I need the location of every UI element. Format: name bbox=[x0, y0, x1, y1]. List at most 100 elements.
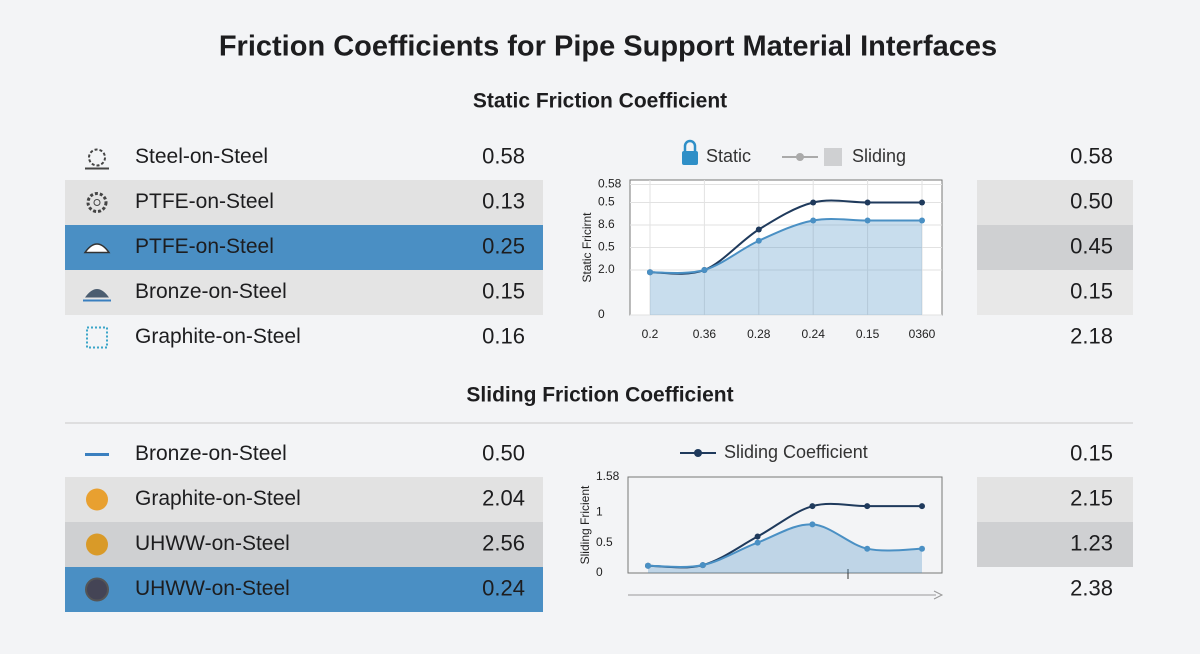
side-value: 0.58 bbox=[1070, 143, 1113, 168]
x-tick-label: 0.15 bbox=[856, 327, 880, 341]
page-title: Friction Coefficients for Pipe Support M… bbox=[219, 31, 997, 63]
row-value: 0.50 bbox=[482, 440, 525, 465]
x-tick-label: 0.28 bbox=[747, 327, 771, 341]
legend-dot bbox=[694, 449, 702, 457]
row-icon bbox=[83, 289, 111, 302]
row-label: UHWW-on-Steel bbox=[135, 532, 290, 555]
gear bbox=[86, 192, 108, 213]
texture bbox=[86, 326, 108, 349]
y-tick-label: 1 bbox=[596, 504, 603, 518]
legend-lock-shackle bbox=[683, 139, 697, 151]
point bbox=[755, 237, 762, 244]
y-tick-label: 2.0 bbox=[598, 262, 615, 276]
side-value: 0.45 bbox=[1070, 233, 1113, 258]
y-tick-label: 0.58 bbox=[598, 177, 622, 191]
x-tick-label: 0.24 bbox=[802, 327, 826, 341]
y-tick-label: 0.5 bbox=[598, 195, 615, 209]
y-axis-title: Static Fricirnt bbox=[580, 212, 594, 283]
line bbox=[647, 523, 923, 568]
icon-disc bbox=[86, 488, 108, 511]
row-icon bbox=[83, 243, 111, 254]
side-background bbox=[977, 522, 1133, 567]
row-value: 0.25 bbox=[482, 233, 525, 258]
row-background bbox=[65, 477, 543, 522]
side-value: 0.15 bbox=[1070, 440, 1113, 465]
row-background bbox=[65, 522, 543, 567]
gear bbox=[88, 148, 106, 167]
point bbox=[754, 533, 761, 540]
point bbox=[919, 545, 925, 552]
legend-label: Static bbox=[706, 146, 751, 166]
dome bbox=[85, 289, 109, 298]
row-value: 0.16 bbox=[482, 323, 525, 348]
point bbox=[919, 217, 925, 224]
y-tick-label: 0.5 bbox=[596, 535, 613, 549]
point bbox=[919, 199, 925, 206]
hub bbox=[93, 199, 101, 206]
point bbox=[809, 521, 816, 528]
row-icon bbox=[86, 533, 108, 556]
side-background bbox=[977, 180, 1133, 225]
legend-label: Sliding bbox=[852, 146, 906, 166]
row-label: PTFE-on-Steel bbox=[135, 235, 274, 258]
row-label: Steel-on-Steel bbox=[135, 145, 268, 168]
row-icon bbox=[85, 577, 109, 602]
x-tick-label: 0.36 bbox=[693, 327, 717, 341]
section-heading: Static Friction Coefficient bbox=[473, 90, 727, 113]
point bbox=[699, 562, 706, 569]
row-label: UHWW-on-Steel bbox=[135, 577, 290, 600]
point bbox=[864, 199, 871, 206]
side-value: 1.23 bbox=[1070, 530, 1113, 555]
y-tick-label: 8.6 bbox=[598, 217, 615, 231]
dome bbox=[83, 243, 111, 254]
row-background bbox=[65, 180, 543, 225]
point bbox=[810, 199, 817, 206]
legend-dot bbox=[796, 153, 804, 161]
y-tick-label: 0 bbox=[596, 565, 603, 579]
row-icon bbox=[85, 148, 109, 170]
point bbox=[701, 267, 708, 273]
row-label: Graphite-on-Steel bbox=[135, 325, 301, 348]
x-axis-arrowhead bbox=[933, 590, 944, 600]
row-label: PTFE-on-Steel bbox=[135, 190, 274, 213]
side-background bbox=[977, 477, 1133, 522]
icon-disc bbox=[86, 533, 108, 556]
point bbox=[864, 217, 871, 224]
point bbox=[810, 217, 817, 224]
legend-lock bbox=[824, 148, 842, 166]
row-icon bbox=[86, 192, 108, 213]
side-value: 2.15 bbox=[1070, 485, 1113, 510]
row-value: 0.24 bbox=[482, 575, 525, 600]
point bbox=[864, 503, 871, 510]
row-value: 0.15 bbox=[482, 278, 525, 303]
row-value: 2.56 bbox=[482, 530, 525, 555]
point bbox=[864, 545, 871, 552]
side-value: 2.18 bbox=[1070, 323, 1113, 348]
point bbox=[809, 503, 816, 510]
side-background bbox=[977, 225, 1133, 270]
row-value: 0.58 bbox=[482, 143, 525, 168]
point bbox=[755, 226, 762, 233]
line bbox=[649, 218, 922, 274]
row-background bbox=[65, 270, 543, 315]
row-background bbox=[65, 567, 543, 612]
y-tick-label: 0 bbox=[598, 307, 605, 321]
row-value: 2.04 bbox=[482, 485, 525, 510]
icon-disc bbox=[85, 577, 109, 602]
y-tick-label: 1.58 bbox=[596, 469, 620, 483]
y-tick-label: 0.5 bbox=[598, 240, 615, 254]
area bbox=[648, 524, 922, 573]
row-background bbox=[65, 225, 543, 270]
point bbox=[754, 539, 761, 546]
side-value: 0.50 bbox=[1070, 188, 1113, 213]
row-value: 0.13 bbox=[482, 188, 525, 213]
row-label: Graphite-on-Steel bbox=[135, 487, 301, 510]
row-label: Bronze-on-Steel bbox=[135, 280, 287, 303]
section-heading: Sliding Friction Coefficient bbox=[466, 384, 733, 407]
x-tick-label: 0360 bbox=[909, 327, 936, 341]
side-background bbox=[977, 270, 1133, 315]
x-tick-label: 0.2 bbox=[642, 327, 659, 341]
side-value: 0.15 bbox=[1070, 278, 1113, 303]
point bbox=[919, 503, 925, 510]
